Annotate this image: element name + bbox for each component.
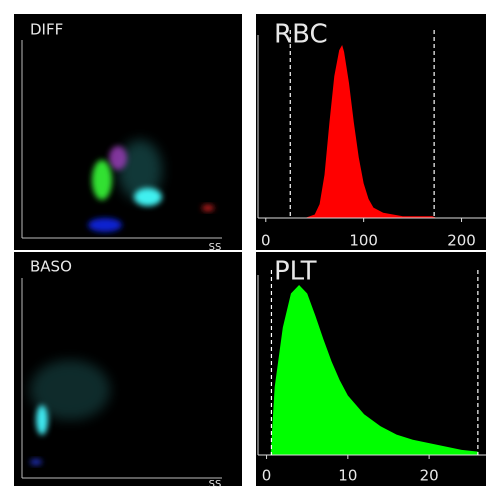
x-axis-label: SS: [209, 479, 222, 490]
panel-title: DIFF: [30, 21, 63, 39]
histogram: [304, 45, 438, 218]
x-tick-label: 0: [262, 467, 272, 485]
x-axis-label: SS: [209, 242, 222, 253]
x-tick-label: 100: [349, 232, 378, 250]
x-tick-label: 200: [447, 232, 476, 250]
diff-clusters: [88, 140, 214, 232]
panel-title: PLT: [274, 257, 317, 287]
diff-panel: [14, 14, 242, 250]
baso-clusters: [30, 360, 110, 465]
x-tick-label: 10: [338, 467, 357, 485]
panel-title: RBC: [274, 20, 328, 50]
x-tick-label: 20: [420, 467, 439, 485]
panel-title: BASO: [30, 258, 72, 276]
histogram: [270, 285, 478, 455]
x-tick-label: 0: [261, 232, 271, 250]
